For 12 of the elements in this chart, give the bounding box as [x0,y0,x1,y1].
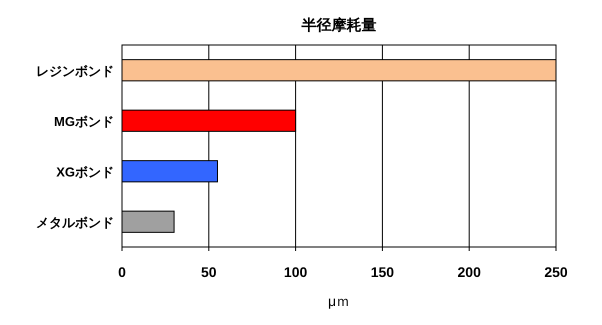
y-tick-label: レジンボンド [36,63,114,78]
y-tick-label: XGボンド [56,164,114,180]
x-tick-label: 100 [284,264,308,280]
x-tick-label: 0 [118,264,126,280]
chart-title: 半径摩耗量 [300,16,376,34]
x-axis-title: μｍ [328,293,350,309]
x-tick-label: 200 [458,264,482,280]
y-tick-label: MGボンド [54,114,114,129]
x-tick-label: 250 [544,264,568,280]
x-tick-label: 150 [370,264,394,280]
y-tick-label: メタルボンド [36,214,114,230]
x-tick-label: 50 [201,264,217,280]
